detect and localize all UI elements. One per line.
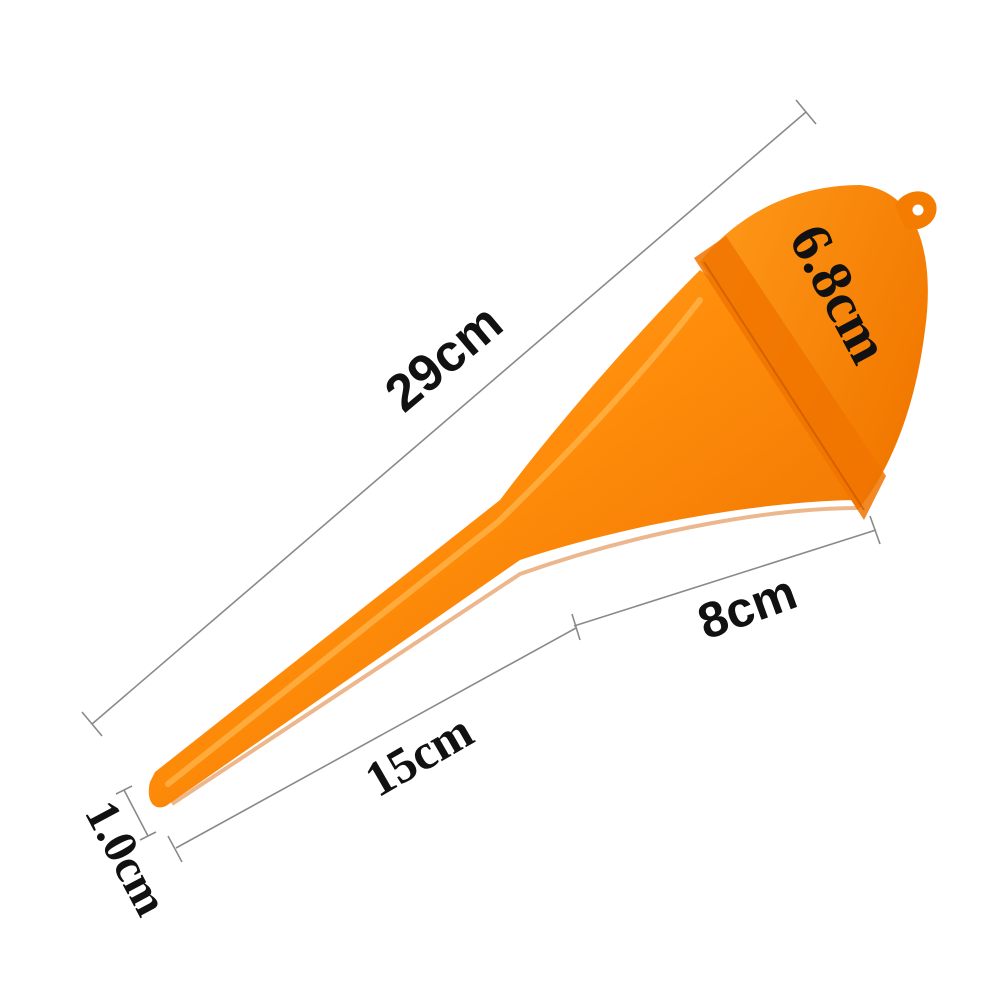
funnel-body	[148, 270, 862, 808]
spout-length-line	[167, 627, 577, 863]
funnel-mouth	[694, 185, 937, 520]
overall-length-line	[81, 99, 817, 737]
cone-length-label: 8cm	[691, 563, 804, 650]
spout-length-label: 15cm	[356, 702, 483, 807]
cone-length-line	[571, 515, 881, 641]
overall-length-label: 29cm	[374, 293, 513, 423]
tip-diameter-label: 1.0cm	[74, 792, 178, 924]
hanging-tab	[895, 191, 937, 230]
tip-diameter-line	[115, 785, 157, 841]
